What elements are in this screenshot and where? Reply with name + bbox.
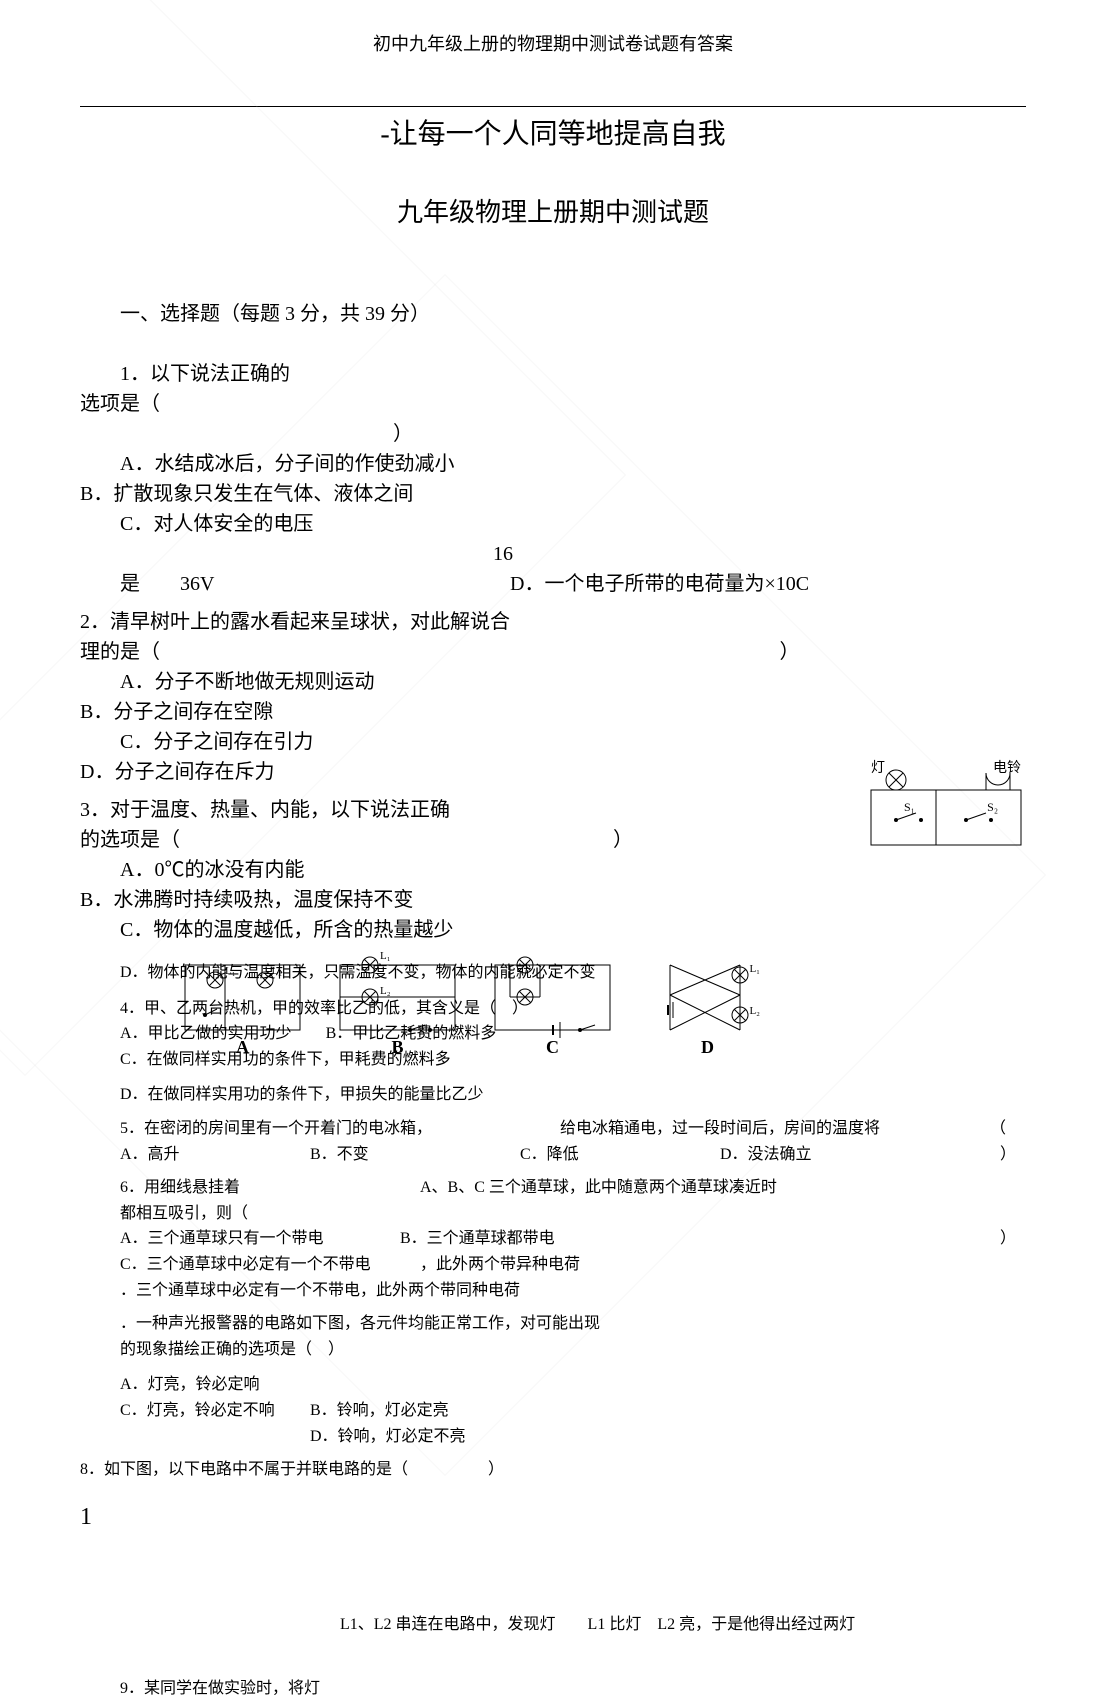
question-7: ．一种声光报警器的电路如下图，各元件均能正常工作，对可能出现 的现象描绘正确的选…: [80, 1311, 1026, 1449]
q1-paren: ）: [0, 419, 1026, 449]
q3-option-b: B．水沸腾时持续吸热，温度保持不变: [80, 885, 553, 915]
q5-paren1: （: [990, 1116, 1006, 1142]
circuit-b-label: B: [391, 1037, 403, 1058]
q8-paren: ）: [488, 1457, 504, 1483]
q7-option-b: B．铃响，灯必定亮: [310, 1398, 449, 1424]
q1-option-d: D．一个电子所带的电荷量为×10C: [510, 569, 809, 599]
q1-stem-2: 选项是（: [80, 389, 1026, 419]
q2-stem-2: 理的是（: [80, 637, 553, 667]
q2-option-a: A．分子不断地做无规则运动: [120, 667, 593, 697]
q6-stem-2: A、B、C 三个通草球，此中随意两个通草球凑近时: [420, 1175, 777, 1201]
exam-title: 九年级物理上册期中测试题: [0, 192, 1106, 229]
divider-line: [80, 106, 1026, 107]
q2-option-b: B．分子之间存在空隙: [80, 697, 553, 727]
circuit-lamp-bell-svg: [866, 765, 1026, 855]
q5-option-c: C．降低: [520, 1142, 720, 1168]
circuit-d-l2: L₂: [749, 1005, 760, 1017]
q5-paren2: ）: [1000, 1142, 1016, 1168]
circuit-bell-label: 电铃: [993, 757, 1021, 777]
q1-stem-1: 1．以下说法正确的: [120, 359, 1026, 389]
q7-option-c: C．灯亮，铃必定不响: [120, 1398, 310, 1424]
circuit-a-l1: L₁: [225, 965, 236, 977]
q3-option-c: C．物体的温度越低，所含的热量越少: [120, 915, 1066, 945]
q6-option-c2: ，此外两个带异种电荷: [420, 1252, 580, 1278]
q8-stem: 8．如下图，以下电路中不属于并联电路的是（: [80, 1457, 408, 1483]
q7-option-a: A．灯亮，铃必定响: [120, 1372, 1026, 1398]
circuit-b-l2: L₂: [380, 985, 391, 997]
circuit-b-s: S: [419, 1026, 425, 1038]
question-6: 6．用细线悬挂着 A、B、C 三个通草球，此中随意两个通草球凑近时 都相互吸引，…: [80, 1175, 1026, 1303]
q9-stem: 9．某同学在做实验时，将灯: [120, 1677, 1026, 1701]
q7-stem-2: 的现象描绘正确的选项是（ ）: [120, 1337, 1026, 1363]
circuit-s2-label: S₂: [987, 800, 998, 815]
q2-option-d: D．分子之间存在斥力: [80, 757, 553, 787]
q6-paren: ）: [1000, 1226, 1016, 1252]
q1-d-sup: 16: [493, 543, 513, 565]
circuit-lamp-bell: 灯 电铃 S₁ S₂: [866, 765, 1026, 845]
motto-text: -让每一个人同等地提高自我: [0, 112, 1106, 152]
page-header: 初中九年级上册的物理期中测试卷试题有答案: [0, 0, 1106, 56]
question-1: 1．以下说法正确的 选项是（ ） A．水结成冰后，分子间的作使劲减小 B．扩散现…: [80, 359, 1026, 599]
q1-option-b: B．扩散现象只发生在气体、液体之间: [80, 479, 553, 509]
circuit-d-l1: L₁: [749, 963, 760, 975]
q6-stem-3: 都相互吸引，则（: [120, 1201, 1026, 1227]
q5-option-b: B．不变: [310, 1142, 520, 1168]
q3-stem-2: 的选项是（: [80, 825, 553, 855]
q2-option-c: C．分子之间存在引力: [120, 727, 593, 757]
section-1-header: 一、选择题（每题 3 分，共 39 分）: [120, 299, 1026, 329]
q7-option-d: D．铃响，灯必定不亮: [310, 1424, 1026, 1450]
q6-option-d: ．三个通草球中必定有一个不带电，此外两个带同种电荷: [120, 1278, 1026, 1304]
circuit-row-q8: L₁ L₂ A L₁ L₂ S B: [175, 955, 775, 1050]
q6-stem-1: 6．用细线悬挂着: [120, 1175, 420, 1201]
q3-option-a: A．0℃的冰没有内能: [120, 855, 593, 885]
question-8: 8．如下图，以下电路中不属于并联电路的是（ ）: [80, 1457, 1026, 1483]
q1-c2: 是: [120, 569, 180, 599]
circuit-a-label: A: [236, 1037, 249, 1058]
circuit-lamp-label: 灯: [871, 757, 885, 777]
circuit-a: L₁ L₂ A: [175, 955, 310, 1040]
circuit-c-label: C: [546, 1037, 559, 1058]
q5-stem-2: 给电冰箱通电，过一段时间后，房间的温度将: [560, 1116, 880, 1142]
circuit-b: L₁ L₂ S B: [330, 955, 465, 1040]
q9-mid-text: L1、L2 串连在电路中，发现灯 L1 比灯 L2 亮，于是他得出经过两灯: [340, 1613, 855, 1637]
q5-stem-1: 5．在密闭的房间里有一个开着门的电冰箱，: [120, 1116, 500, 1142]
q4-option-d: D．在做同样实用功的条件下，甲损失的能量比乙少: [120, 1082, 1026, 1108]
q5-option-d: D．没法确立: [720, 1142, 840, 1168]
q1-c3: 36V: [180, 569, 380, 599]
q1-option-a: A．水结成冰后，分子间的作使劲减小: [120, 449, 593, 479]
circuit-b-l1: L₁: [380, 950, 391, 962]
circuit-s1-label: S₁: [904, 800, 915, 815]
question-9-mid: L1、L2 串连在电路中，发现灯 L1 比灯 L2 亮，于是他得出经过两灯: [80, 1613, 1026, 1637]
q6-option-b: B．三个通草球都带电: [400, 1226, 555, 1252]
q2-stem-1: 2．清早树叶上的露水看起来呈球状，对此解说合: [80, 607, 1026, 637]
q6-option-a: A．三个通草球只有一个带电: [120, 1226, 400, 1252]
q1-option-c1: C．对人体安全的电压: [120, 513, 313, 535]
circuit-d: L₁ L₂ D: [640, 955, 775, 1040]
q6-option-c: C．三个通草球中必定有一个不带电: [120, 1252, 420, 1278]
circuit-c: C: [485, 955, 620, 1040]
q7-stem-1: ．一种声光报警器的电路如下图，各元件均能正常工作，对可能出现: [120, 1311, 1026, 1337]
page-number: 1: [80, 1504, 92, 1531]
q5-option-a: A．高升: [120, 1142, 310, 1168]
circuit-d-label: D: [701, 1037, 714, 1058]
q2-paren: ）: [553, 637, 1026, 667]
circuit-a-l2: L₂: [271, 965, 282, 977]
q4-option-c: C．在做同样实用功的条件下，甲耗费的燃料多: [120, 1047, 1026, 1073]
question-5: 5．在密闭的房间里有一个开着门的电冰箱， 给电冰箱通电，过一段时间后，房间的温度…: [80, 1116, 1026, 1167]
